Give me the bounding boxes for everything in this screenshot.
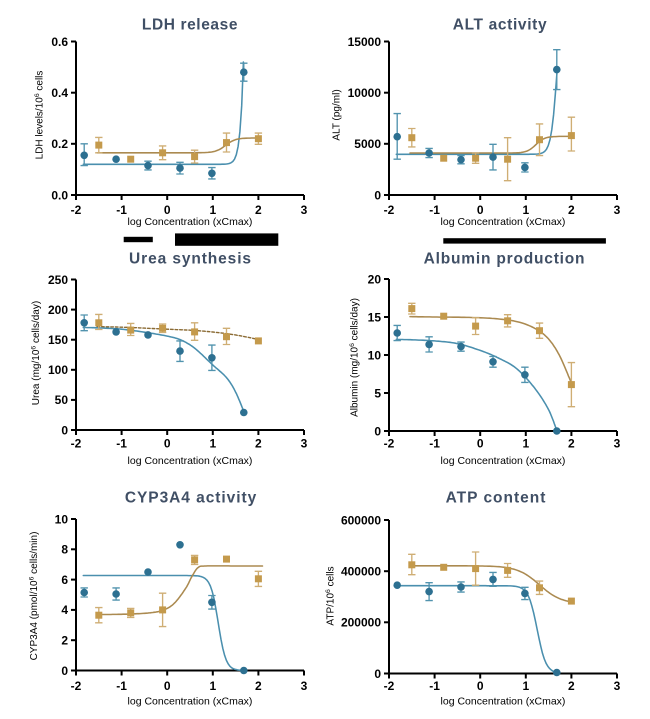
svg-text:2: 2 (255, 203, 262, 217)
svg-text:log Concentration (xCmax): log Concentration (xCmax) (441, 216, 566, 228)
svg-text:0: 0 (477, 203, 484, 217)
svg-text:250: 250 (48, 273, 68, 287)
svg-text:0: 0 (477, 437, 484, 451)
svg-text:5: 5 (374, 386, 381, 400)
svg-text:0: 0 (374, 667, 381, 681)
svg-text:-2: -2 (71, 437, 82, 451)
svg-text:0: 0 (61, 664, 68, 678)
svg-text:1: 1 (522, 437, 529, 451)
svg-text:Urea synthesis: Urea synthesis (129, 250, 252, 267)
svg-text:log Concentration (xCmax): log Concentration (xCmax) (441, 696, 566, 708)
svg-text:1: 1 (522, 679, 529, 693)
svg-text:600000: 600000 (341, 513, 381, 527)
svg-text:0.4: 0.4 (51, 86, 68, 100)
svg-text:Urea (mg/106 cells/day): Urea (mg/106 cells/day) (31, 301, 43, 405)
svg-text:log Concentration (xCmax): log Concentration (xCmax) (128, 216, 253, 228)
svg-text:-1: -1 (116, 203, 127, 217)
svg-text:2: 2 (61, 634, 68, 648)
svg-text:2: 2 (255, 437, 262, 451)
svg-text:2: 2 (255, 679, 262, 693)
svg-text:200: 200 (48, 303, 68, 317)
svg-text:-1: -1 (116, 679, 127, 693)
svg-text:150: 150 (48, 333, 68, 347)
svg-text:20: 20 (368, 272, 382, 286)
svg-text:200000: 200000 (341, 616, 381, 630)
svg-text:-2: -2 (71, 679, 82, 693)
svg-text:-2: -2 (384, 437, 395, 451)
svg-text:0: 0 (374, 188, 381, 202)
svg-text:2: 2 (568, 437, 575, 451)
svg-text:ALT (pg/ml): ALT (pg/ml) (332, 89, 343, 140)
svg-text:1: 1 (209, 437, 216, 451)
svg-text:ATP content: ATP content (446, 489, 547, 506)
svg-text:Albumin (mg/106 cells/day): Albumin (mg/106 cells/day) (349, 298, 361, 417)
svg-text:0.2: 0.2 (51, 137, 68, 151)
svg-text:0: 0 (164, 203, 171, 217)
svg-text:8: 8 (61, 543, 68, 557)
svg-text:3: 3 (614, 203, 621, 217)
svg-text:15000: 15000 (348, 35, 382, 49)
svg-text:0: 0 (164, 679, 171, 693)
svg-text:-2: -2 (384, 679, 395, 693)
svg-text:0: 0 (374, 424, 381, 438)
svg-text:0.0: 0.0 (51, 188, 68, 202)
svg-text:-2: -2 (384, 203, 395, 217)
svg-text:10: 10 (368, 348, 382, 362)
svg-text:3: 3 (301, 203, 308, 217)
svg-text:2: 2 (568, 203, 575, 217)
svg-text:6: 6 (61, 573, 68, 587)
svg-text:-2: -2 (71, 203, 82, 217)
svg-text:400000: 400000 (341, 565, 381, 579)
svg-text:CYP3A4 (pmol/106 cells/min): CYP3A4 (pmol/106 cells/min) (29, 532, 41, 661)
svg-text:10000: 10000 (348, 86, 382, 100)
svg-text:ATP/106 cells: ATP/106 cells (325, 566, 337, 625)
svg-text:CYP3A4 activity: CYP3A4 activity (125, 489, 257, 506)
svg-text:LDH levels/106 cells: LDH levels/106 cells (34, 71, 46, 160)
svg-text:-1: -1 (429, 437, 440, 451)
svg-text:0.6: 0.6 (51, 35, 68, 49)
svg-text:-1: -1 (429, 203, 440, 217)
svg-text:1: 1 (209, 679, 216, 693)
svg-text:LDH release: LDH release (142, 17, 238, 34)
svg-text:3: 3 (301, 679, 308, 693)
svg-text:1: 1 (522, 203, 529, 217)
svg-text:3: 3 (614, 437, 621, 451)
svg-text:10: 10 (55, 512, 69, 526)
svg-text:Albumin production: Albumin production (424, 250, 586, 267)
svg-text:0: 0 (164, 437, 171, 451)
svg-text:50: 50 (55, 393, 69, 407)
svg-text:3: 3 (614, 679, 621, 693)
svg-text:ALT activity: ALT activity (453, 17, 548, 34)
svg-text:5000: 5000 (354, 137, 381, 151)
svg-text:15: 15 (368, 310, 382, 324)
svg-text:2: 2 (568, 679, 575, 693)
svg-text:-1: -1 (429, 679, 440, 693)
svg-text:1: 1 (209, 203, 216, 217)
svg-text:3: 3 (301, 437, 308, 451)
svg-text:-1: -1 (116, 437, 127, 451)
svg-text:100: 100 (48, 363, 68, 377)
svg-text:0: 0 (477, 679, 484, 693)
svg-text:log Concentration (xCmax): log Concentration (xCmax) (128, 455, 253, 467)
svg-text:log Concentration (xCmax): log Concentration (xCmax) (441, 455, 566, 467)
svg-text:0: 0 (61, 423, 68, 437)
svg-text:4: 4 (61, 603, 68, 617)
svg-text:log Concentration (xCmax): log Concentration (xCmax) (128, 696, 253, 708)
